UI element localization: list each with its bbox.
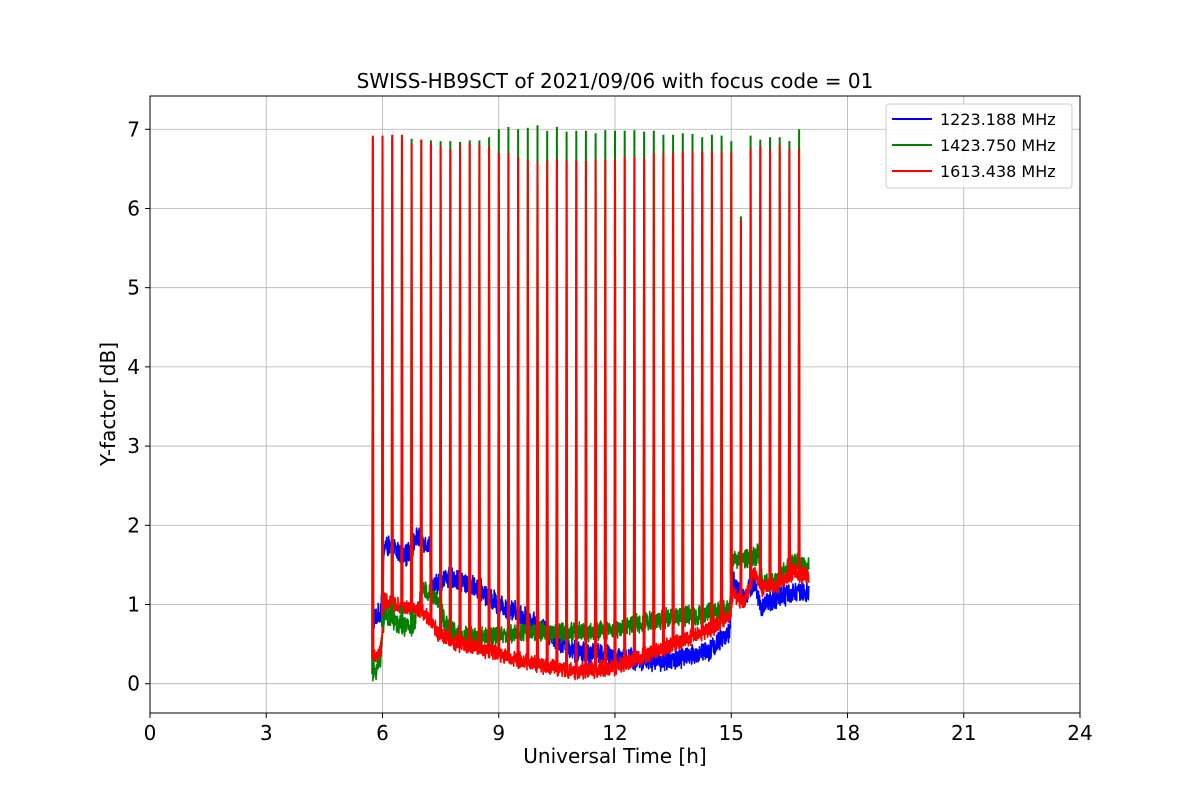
x-tick-label: 18 [835, 721, 860, 745]
red-spike [506, 152, 510, 658]
red-spike [439, 146, 443, 637]
y-tick-label: 4 [127, 355, 140, 379]
red-spike [380, 135, 385, 617]
legend: 1223.188 MHz 1423.750 MHz 1613.438 MHz [885, 103, 1073, 189]
y-tick-label: 7 [127, 117, 140, 141]
red-spike [458, 145, 462, 645]
red-spike [787, 149, 791, 576]
red-spike [797, 149, 801, 575]
x-tick-label: 15 [719, 721, 744, 745]
legend-box [885, 103, 1073, 189]
y-tick-label: 3 [127, 434, 140, 458]
red-spike [613, 159, 617, 668]
x-tick-label: 24 [1067, 721, 1092, 745]
red-spike [720, 151, 724, 622]
red-spike [497, 152, 501, 654]
red-spike [390, 134, 394, 604]
red-spike [729, 151, 733, 600]
x-tick-label: 6 [376, 721, 389, 745]
red-spike [526, 159, 530, 663]
red-spike [448, 149, 452, 641]
red-spike [632, 156, 636, 660]
x-tick-label: 3 [260, 721, 273, 745]
red-spike [410, 143, 414, 612]
red-spike [419, 139, 423, 610]
x-tick-label: 0 [144, 721, 157, 745]
red-spike [516, 156, 520, 661]
red-spike [768, 149, 772, 587]
y-tick-label: 6 [127, 196, 140, 220]
red-spike [584, 160, 588, 671]
red-spike [468, 143, 472, 647]
red-spike [400, 134, 404, 607]
red-spike [671, 152, 675, 644]
red-spike [642, 158, 646, 656]
red-spike [565, 160, 569, 671]
red-spike [739, 220, 743, 604]
red-spike [700, 151, 704, 632]
legend-label: 1423.750 MHz [940, 136, 1056, 155]
y-tick-label: 5 [127, 276, 140, 300]
chart-title: SWISS-HB9SCT of 2021/09/06 with focus co… [357, 69, 874, 93]
red-spike [661, 152, 665, 648]
legend-label: 1223.188 MHz [940, 110, 1056, 129]
y-axis-label: Y-factor [dB] [96, 342, 120, 467]
red-spike [371, 135, 375, 660]
red-spike [652, 152, 656, 652]
red-spike [477, 145, 481, 649]
red-spike [690, 151, 695, 636]
y-tick-label: 1 [127, 592, 140, 616]
plot-lines [371, 125, 810, 682]
y-tick-label: 2 [127, 513, 140, 537]
legend-label: 1613.438 MHz [940, 162, 1056, 181]
red-spike [429, 143, 433, 623]
red-spike [758, 146, 762, 589]
x-tick-label: 12 [602, 721, 627, 745]
x-axis-label: Universal Time [h] [523, 744, 706, 768]
y-tick-label: 0 [127, 672, 140, 696]
red-spike [603, 159, 607, 669]
red-spike [681, 151, 685, 640]
red-spike [574, 160, 578, 672]
red-spike [535, 162, 540, 665]
red-spike [545, 160, 549, 667]
series-line [372, 543, 810, 682]
red-spike [594, 159, 598, 670]
red-spike [487, 146, 491, 652]
red-spike [749, 149, 753, 582]
red-spike [555, 159, 559, 669]
x-tick-label: 21 [951, 721, 976, 745]
red-spike [623, 156, 627, 664]
series-line [372, 563, 810, 681]
x-tick-label: 9 [492, 721, 505, 745]
red-spike [710, 151, 714, 628]
red-spike [778, 145, 782, 583]
